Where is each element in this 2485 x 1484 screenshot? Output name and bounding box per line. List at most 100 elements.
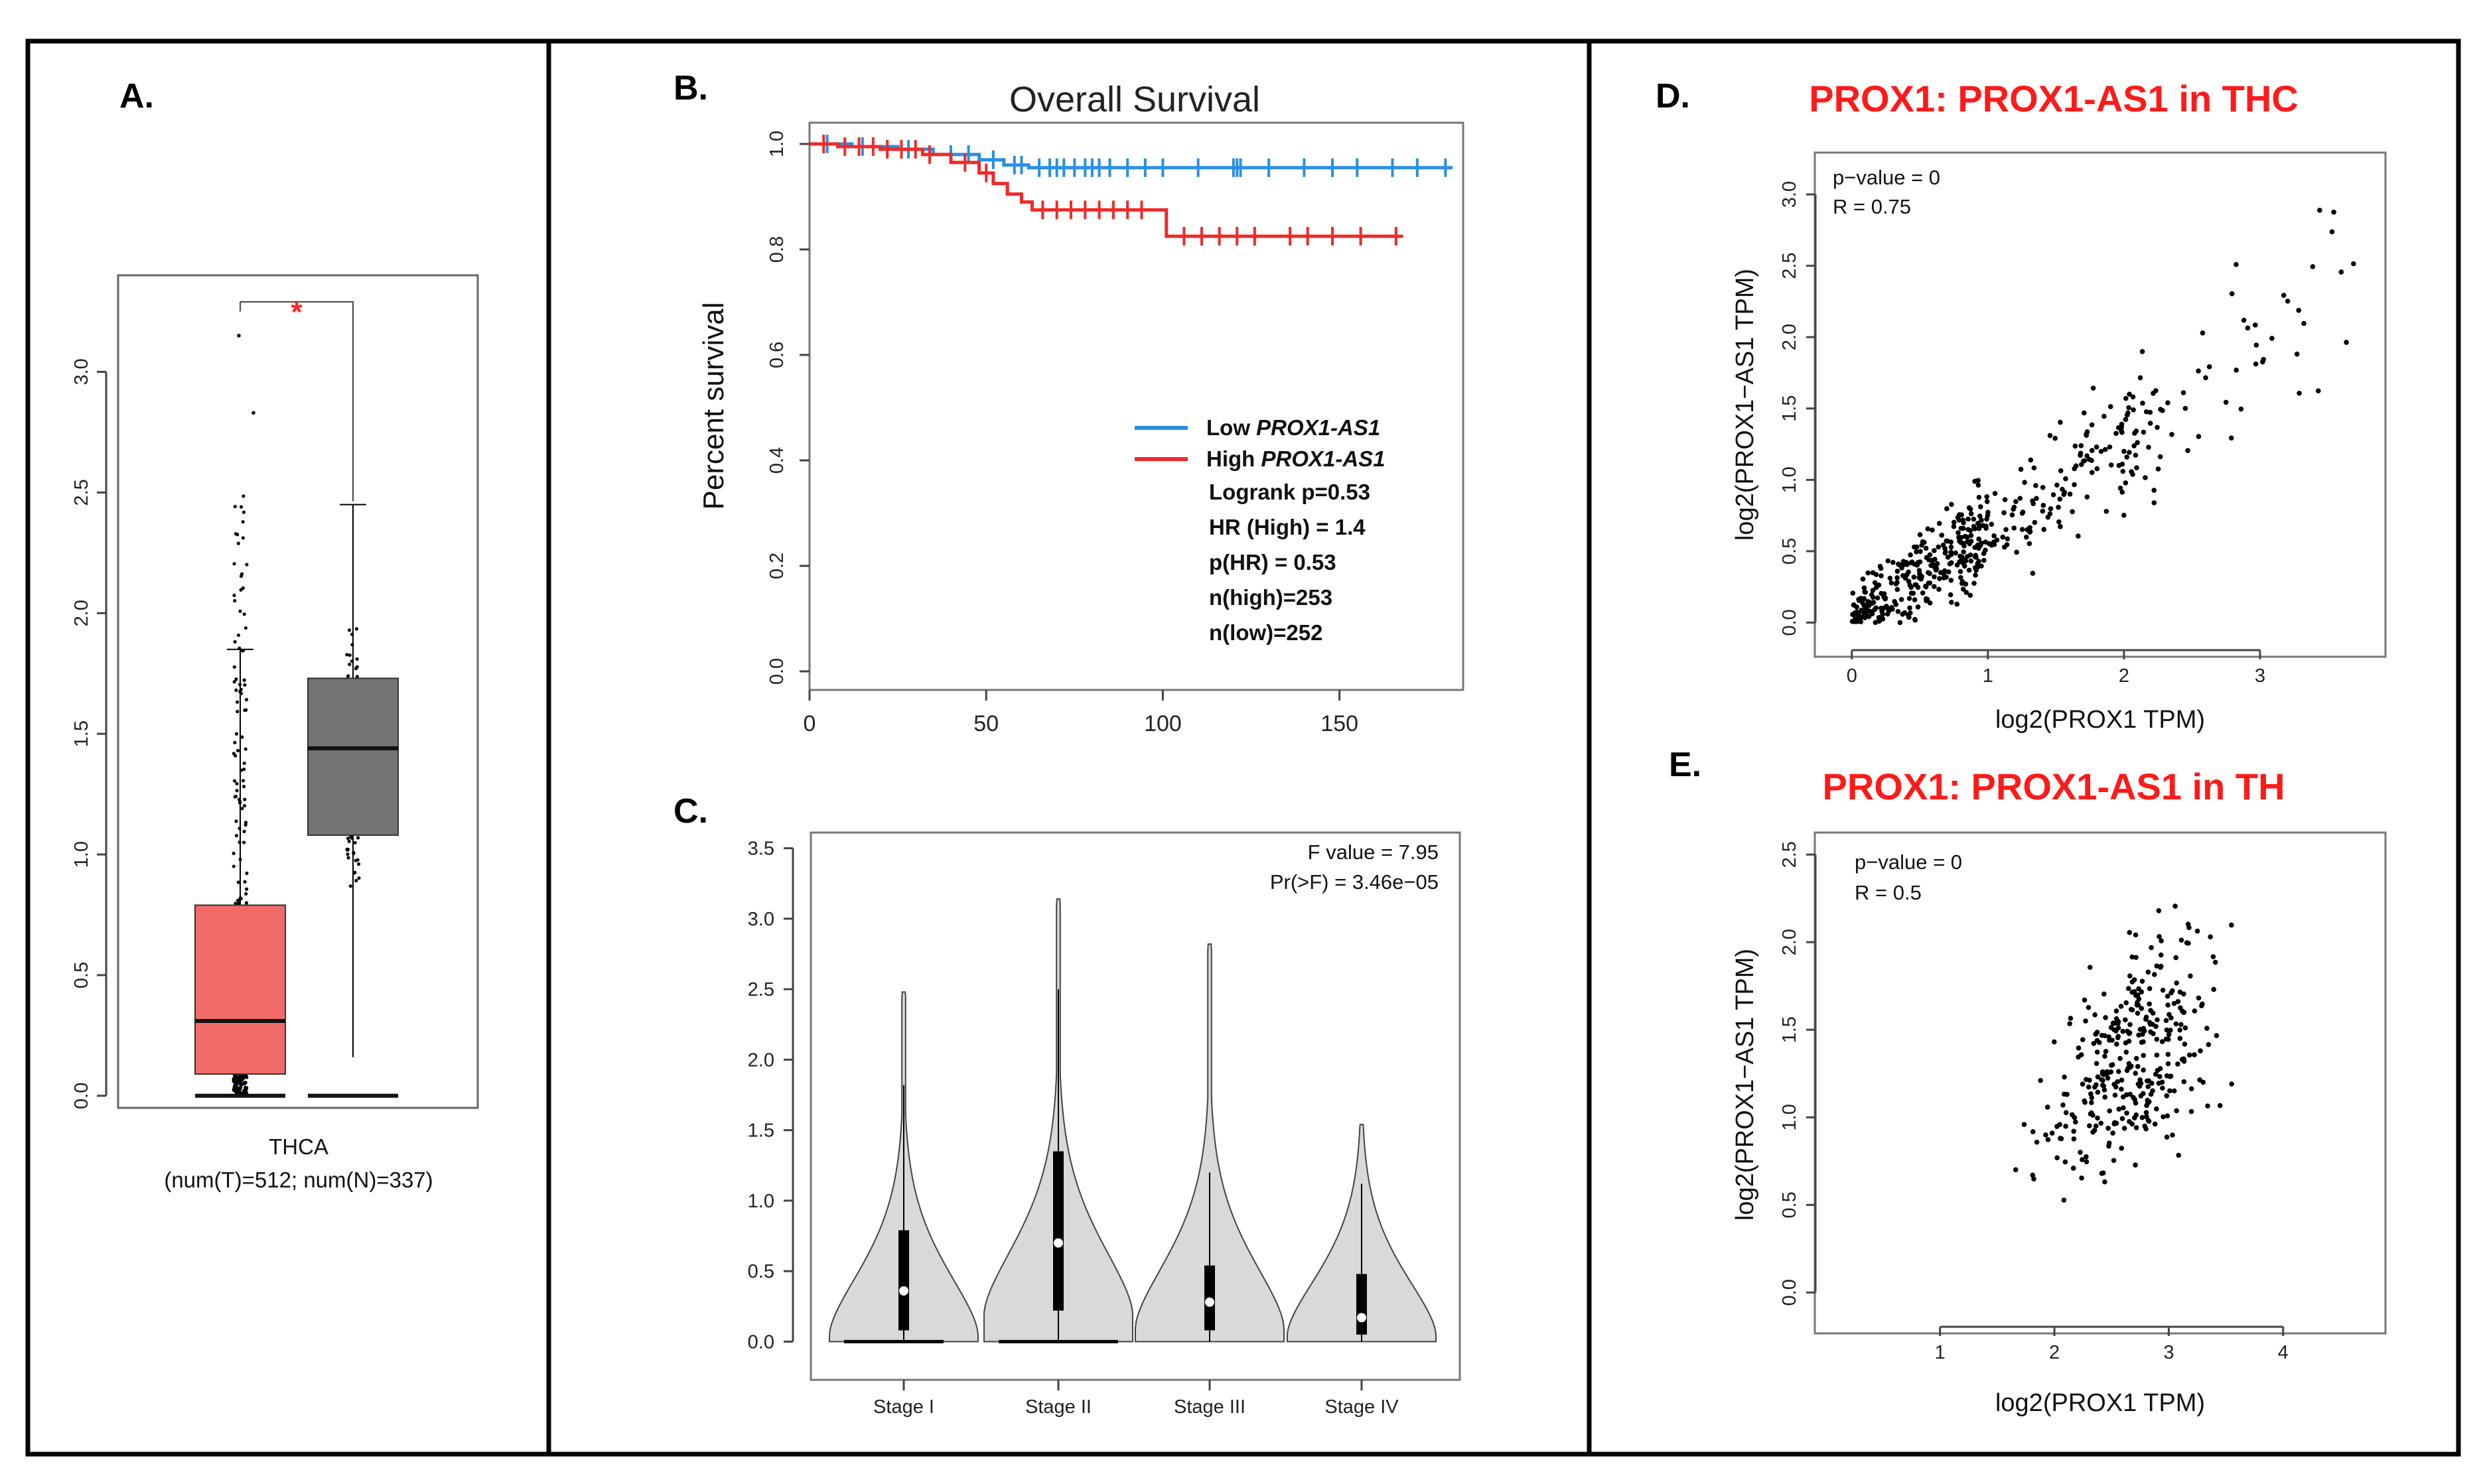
- scatter-point: [2139, 978, 2145, 984]
- scatter-point: [2132, 1115, 2137, 1120]
- scatter-point: [2156, 908, 2162, 913]
- y-tick-label: 3.0: [1779, 181, 1800, 208]
- scatter-point: [2157, 454, 2163, 460]
- chart-b-curves: [810, 135, 1453, 246]
- scatter-point: [2123, 1017, 2128, 1023]
- scatter-point: [2127, 1118, 2132, 1124]
- tumor-point: [243, 797, 247, 801]
- tumor-point: [234, 902, 238, 906]
- scatter-point: [1924, 598, 1929, 604]
- scatter-point: [2124, 1067, 2130, 1073]
- scatter-point: [2001, 510, 2007, 515]
- scatter-point: [1860, 576, 1866, 582]
- scatter-point: [2003, 527, 2009, 533]
- scatter-point: [2089, 1110, 2094, 1116]
- scatter-point: [2351, 261, 2356, 267]
- scatter-point: [1985, 509, 1991, 515]
- tumor-point: [244, 626, 248, 630]
- scatter-point: [2294, 351, 2300, 357]
- tumor-point: [232, 864, 236, 868]
- scatter-point: [2106, 1034, 2111, 1040]
- tumor-point: [237, 334, 241, 338]
- scatter-point: [1951, 519, 1957, 525]
- tumor-point: [241, 586, 245, 590]
- scatter-point: [1953, 550, 1959, 556]
- scatter-point: [2174, 980, 2179, 986]
- scatter-point: [2072, 482, 2077, 488]
- chart-b-axes: 0.0 0.2 0.4 0.6 0.8 1.0 0 50 100 150: [766, 131, 1358, 736]
- scatter-point: [2169, 432, 2174, 437]
- chart-d-title: PROX1: PROX1-AS1 in THC: [1809, 78, 2298, 119]
- scatter-point: [1861, 596, 1867, 602]
- scatter-point: [2103, 509, 2109, 514]
- scatter-point: [1879, 590, 1884, 596]
- chart-b-legend: Low PROX1-AS1 High PROX1-AS1 Logrank p=0…: [1135, 415, 1385, 645]
- tumor-point: [233, 740, 237, 744]
- tumor-point: [242, 841, 246, 844]
- tumor-point: [242, 1082, 246, 1086]
- scatter-point: [2121, 512, 2127, 518]
- scatter-point: [2106, 1140, 2112, 1146]
- scatter-point: [2166, 1012, 2172, 1018]
- scatter-point: [1949, 502, 1954, 507]
- scatter-point: [1943, 549, 1948, 555]
- scatter-point: [1936, 544, 1942, 550]
- scatter-point: [1933, 567, 1939, 573]
- tumor-point: [244, 892, 248, 896]
- scatter-point: [1981, 557, 1987, 563]
- scatter-point: [2116, 462, 2122, 468]
- scatter-point: [1913, 582, 1919, 588]
- scatter-point: [2196, 995, 2202, 1001]
- normal-point: [353, 870, 357, 874]
- violin-body: [1135, 943, 1285, 1343]
- scatter-point: [1954, 602, 1960, 607]
- scatter-point: [2188, 1086, 2194, 1092]
- scatter-point: [2147, 421, 2153, 426]
- scatter-point: [2127, 391, 2132, 397]
- scatter-point: [1948, 549, 1954, 555]
- scatter-point: [1958, 535, 1964, 540]
- scatter-point: [1927, 571, 1932, 576]
- scatter-point: [2121, 448, 2127, 454]
- scatter-point: [2011, 525, 2017, 531]
- scatter-point: [2056, 519, 2062, 525]
- scatter-point: [1932, 574, 1937, 580]
- tumor-point: [234, 1083, 238, 1087]
- tumor-point: [236, 541, 240, 545]
- scatter-point: [1879, 573, 1884, 578]
- scatter-point: [1893, 602, 1899, 607]
- scatter-point: [2058, 524, 2063, 529]
- scatter-point: [2080, 1081, 2086, 1087]
- tumor-point: [240, 572, 244, 576]
- chart-e-points: [2013, 904, 2234, 1203]
- scatter-point: [2173, 1021, 2179, 1027]
- scatter-point: [2109, 1062, 2114, 1068]
- tumor-point: [236, 898, 240, 902]
- scatter-point: [2165, 400, 2170, 405]
- scatter-point: [2172, 904, 2178, 909]
- tumor-point: [234, 819, 238, 823]
- scatter-point: [2158, 965, 2163, 970]
- chart-a-boxes: [194, 504, 399, 1098]
- scatter-point: [1873, 605, 1879, 611]
- scatter-point: [2253, 322, 2258, 328]
- chart-b-ylabel: Percent survival: [697, 302, 730, 509]
- violin-iqr: [1053, 1151, 1064, 1311]
- scatter-point: [1932, 548, 1937, 553]
- scatter-point: [2123, 395, 2129, 401]
- scatter-point: [2175, 998, 2181, 1004]
- scatter-point: [2103, 1015, 2108, 1020]
- scatter-point: [2045, 514, 2051, 520]
- scatter-point: [2094, 1061, 2099, 1066]
- scatter-point: [2188, 973, 2193, 979]
- scatter-point: [1876, 582, 1882, 588]
- scatter-point: [2234, 261, 2239, 267]
- scatter-point: [2301, 320, 2307, 326]
- scatter-point: [1873, 620, 1879, 626]
- y-tick-label: 1.0: [71, 841, 92, 868]
- scatter-point: [1959, 578, 1965, 584]
- scatter-point: [2020, 509, 2026, 515]
- scatter-point: [1917, 532, 1923, 537]
- scatter-point: [1863, 614, 1868, 620]
